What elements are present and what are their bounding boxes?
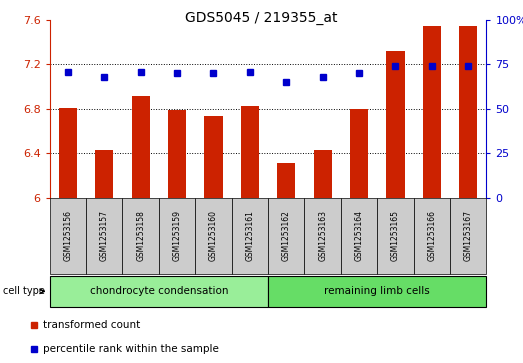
Bar <box>241 106 259 198</box>
Text: GSM1253158: GSM1253158 <box>136 211 145 261</box>
Text: chondrocyte condensation: chondrocyte condensation <box>89 286 228 296</box>
Bar <box>277 163 295 198</box>
Text: GSM1253164: GSM1253164 <box>355 211 363 261</box>
Bar <box>232 198 268 274</box>
Text: percentile rank within the sample: percentile rank within the sample <box>43 344 219 354</box>
Bar <box>377 198 414 274</box>
Text: GSM1253157: GSM1253157 <box>100 211 109 261</box>
Text: transformed count: transformed count <box>43 321 141 330</box>
Text: GSM1253162: GSM1253162 <box>282 211 291 261</box>
Text: remaining limb cells: remaining limb cells <box>324 286 430 296</box>
Bar <box>204 115 223 198</box>
Bar <box>304 198 341 274</box>
Text: cell type: cell type <box>3 286 44 296</box>
Bar <box>159 198 195 274</box>
Bar <box>414 198 450 274</box>
Bar <box>95 150 113 198</box>
Bar <box>423 25 441 198</box>
Text: GSM1253159: GSM1253159 <box>173 211 181 261</box>
Bar <box>350 109 368 198</box>
Bar <box>50 198 86 274</box>
Bar <box>132 95 150 198</box>
Text: GSM1253160: GSM1253160 <box>209 211 218 261</box>
Text: GSM1253156: GSM1253156 <box>63 211 72 261</box>
Text: GSM1253161: GSM1253161 <box>245 211 254 261</box>
Bar <box>86 198 122 274</box>
Bar <box>122 198 159 274</box>
Bar <box>59 108 77 198</box>
Bar <box>268 276 486 307</box>
Text: GSM1253165: GSM1253165 <box>391 211 400 261</box>
Bar <box>313 150 332 198</box>
Text: GDS5045 / 219355_at: GDS5045 / 219355_at <box>185 11 338 25</box>
Text: GSM1253166: GSM1253166 <box>427 211 436 261</box>
Text: GSM1253167: GSM1253167 <box>464 211 473 261</box>
Bar <box>450 198 486 274</box>
Bar <box>168 110 186 198</box>
Bar <box>341 198 377 274</box>
Bar <box>50 276 268 307</box>
Bar <box>195 198 232 274</box>
Bar <box>268 198 304 274</box>
Bar <box>459 25 477 198</box>
Bar <box>386 51 404 198</box>
Text: GSM1253163: GSM1253163 <box>318 211 327 261</box>
